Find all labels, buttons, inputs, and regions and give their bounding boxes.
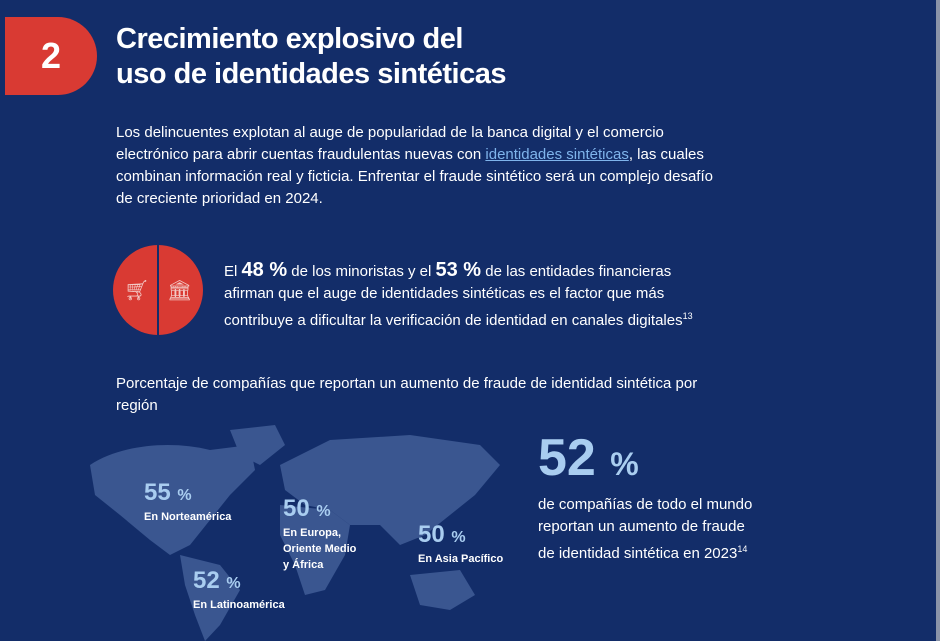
region-value: 50 xyxy=(283,495,310,522)
region-stat-latin-america: 52 % En Latinoamérica xyxy=(193,568,285,613)
retail-finance-circle: 🛒︎ 🏛︎ xyxy=(113,245,203,335)
world-map xyxy=(90,425,500,641)
global-description: de compañías de todo el mundo reportan u… xyxy=(538,494,758,565)
global-text: de compañías de todo el mundo reportan u… xyxy=(538,496,753,562)
circle-divider xyxy=(157,245,159,335)
region-stat-emea: 50 % En Europa, Oriente Medio y África xyxy=(283,496,363,573)
region-unit: % xyxy=(316,503,331,520)
finance-percent: 53 % xyxy=(435,259,482,281)
region-label: En Norteamérica xyxy=(144,511,232,523)
global-unit: % xyxy=(610,446,639,482)
region-value: 50 xyxy=(418,521,445,548)
global-percent: 52 % xyxy=(538,428,639,488)
title-line-2: uso de identidades sintéticas xyxy=(116,58,507,90)
footnote-ref: 14 xyxy=(737,544,748,554)
region-stat-asia-pacific: 50 % En Asia Pacífico xyxy=(418,522,503,567)
region-label: En Latinoamérica xyxy=(193,599,285,611)
bank-icon: 🏛︎ xyxy=(167,280,193,302)
region-value: 55 xyxy=(144,479,171,506)
region-label: En Asia Pacífico xyxy=(418,553,504,565)
stat-paragraph: El 48 % de los minoristas y el 53 % de l… xyxy=(224,259,724,332)
synthetic-identities-link[interactable]: identidades sintéticas xyxy=(485,146,629,163)
region-unit: % xyxy=(226,575,241,592)
region-stat-north-america: 55 % En Norteamérica xyxy=(144,480,231,525)
region-value: 52 xyxy=(193,567,220,594)
intro-paragraph: Los delincuentes explotan al auge de pop… xyxy=(116,122,716,210)
stat-text: de los minoristas y el xyxy=(287,263,436,280)
page-edge xyxy=(936,0,940,641)
section-number-badge: 2 xyxy=(5,17,97,95)
intro-text: Los delincuentes explotan al auge de pop… xyxy=(116,124,664,163)
title-line-1: Crecimiento explosivo del xyxy=(116,23,463,55)
footnote-ref: 13 xyxy=(682,311,693,321)
page-title: Crecimiento explosivo del uso de identida… xyxy=(116,22,507,92)
stat-text: El xyxy=(224,263,242,280)
region-unit: % xyxy=(177,487,192,504)
retail-percent: 48 % xyxy=(241,259,288,281)
stat-text: de las entidades financieras afirman que… xyxy=(224,263,683,329)
region-label: En Europa, Oriente Medio y África xyxy=(283,527,357,571)
global-value: 52 xyxy=(538,429,596,487)
intro-text-end: , las cuales combinan información real y… xyxy=(116,146,713,207)
map-subtitle: Porcentaje de compañías que reportan un … xyxy=(116,375,698,414)
region-unit: % xyxy=(451,529,466,546)
shopping-cart-icon: 🛒︎ xyxy=(124,280,150,302)
